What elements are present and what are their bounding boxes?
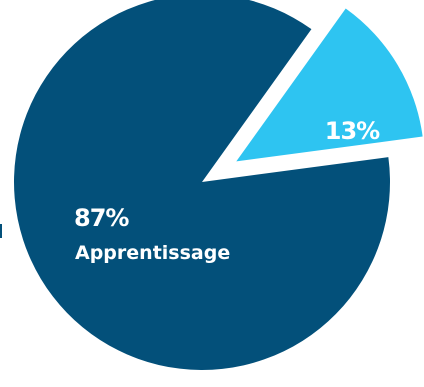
edge-mark bbox=[0, 224, 2, 238]
slice-category-label-apprentissage: Apprentissage bbox=[75, 242, 230, 264]
slice-value-label-13: 13% bbox=[325, 117, 380, 145]
slice-value-label-87: 87% bbox=[74, 204, 129, 232]
pie-slices bbox=[14, 0, 423, 370]
